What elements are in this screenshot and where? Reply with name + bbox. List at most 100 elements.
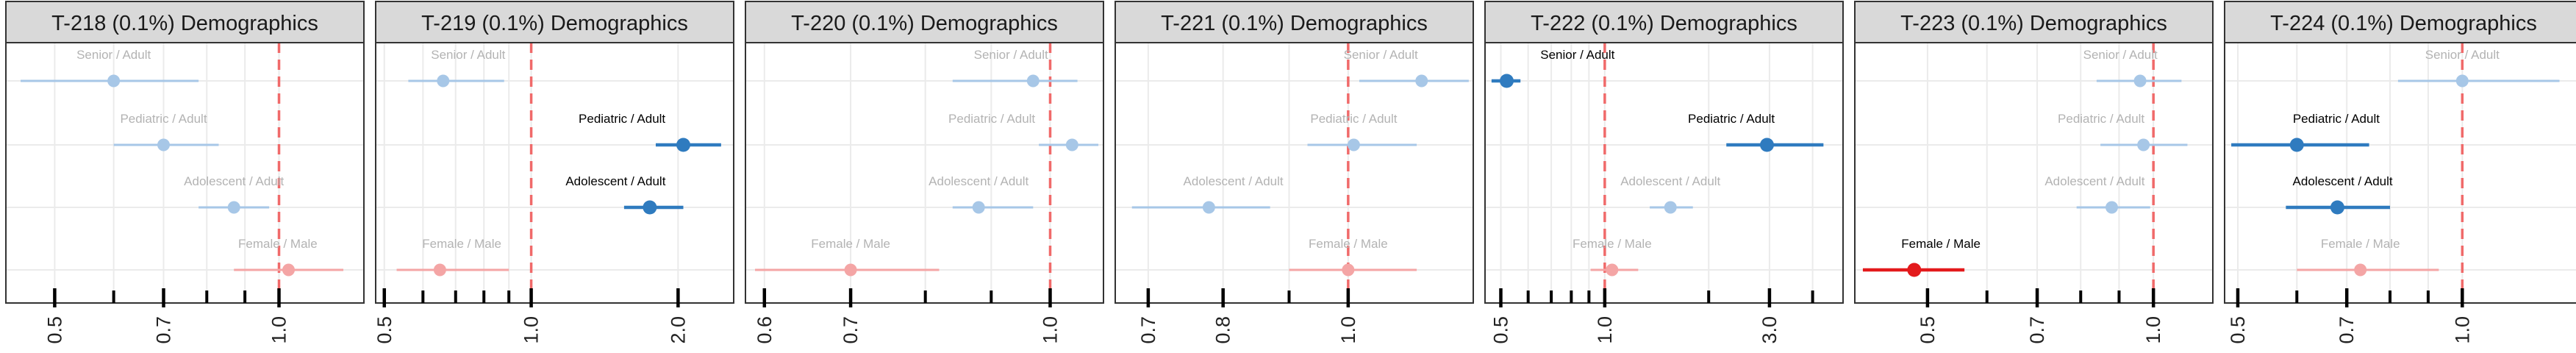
panel-strip xyxy=(2224,1,2576,43)
row-label: Female / Male xyxy=(1901,237,1981,251)
row-label: Senior / Adult xyxy=(1344,48,1418,62)
panel-border xyxy=(1115,42,1474,304)
panel-strip xyxy=(375,1,734,43)
facet-panel-1: T-218 (0.1%) Demographics Senior / Adult P… xyxy=(5,1,365,344)
tick-label: 0.5 xyxy=(2227,316,2249,344)
row-label: Female / Male xyxy=(238,237,318,251)
estimate-point xyxy=(1347,138,1360,151)
panel-title: T-218 (0.1%) Demographics xyxy=(51,12,318,35)
panel-strip xyxy=(5,1,365,43)
panel-background xyxy=(2225,43,2576,303)
row-label: Senior / Adult xyxy=(2083,48,2158,62)
estimate-point xyxy=(2133,74,2147,88)
row-label: Pediatric / Adult xyxy=(579,112,665,126)
estimate-point xyxy=(2330,200,2344,215)
panel-background xyxy=(1115,43,1473,303)
panel-border xyxy=(2224,42,2576,304)
panel-strip xyxy=(1854,1,2214,43)
panel-background xyxy=(6,43,364,303)
row-label: Female / Male xyxy=(1573,237,1652,251)
row-label: Adolescent / Adult xyxy=(1620,174,1720,188)
tick-label: 0.5 xyxy=(43,316,65,344)
estimate-point xyxy=(2289,138,2304,152)
tick-label: 0.5 xyxy=(373,316,396,344)
panel-title: T-220 (0.1%) Demographics xyxy=(791,12,1058,35)
estimate-point xyxy=(1342,263,1355,277)
row-label: Adolescent / Adult xyxy=(1184,174,1284,188)
row-label: Pediatric / Adult xyxy=(120,112,207,126)
row-label: Pediatric / Adult xyxy=(1310,112,1397,126)
facet-panel-2: T-219 (0.1%) Demographics Senior / Adult P… xyxy=(373,1,734,344)
row-label: Adolescent / Adult xyxy=(565,174,665,188)
panel-title: T-219 (0.1%) Demographics xyxy=(421,12,688,35)
tick-label: 2.0 xyxy=(667,316,689,344)
row-label: Senior / Adult xyxy=(431,48,505,62)
tick-label: 0.7 xyxy=(2336,316,2358,344)
estimate-point xyxy=(1606,263,1619,277)
row-label: Female / Male xyxy=(422,237,501,251)
tick-label: 1.0 xyxy=(520,316,543,344)
estimate-point xyxy=(1202,201,1215,214)
estimate-point xyxy=(1664,201,1677,214)
estimate-point xyxy=(107,74,121,88)
panel-border xyxy=(5,42,365,304)
estimate-point xyxy=(844,263,857,277)
panel-background xyxy=(376,43,734,303)
tick-label: 0.8 xyxy=(1212,316,1234,344)
row-label: Senior / Adult xyxy=(76,48,151,62)
estimate-point xyxy=(2105,201,2119,214)
tick-label: 0.7 xyxy=(1137,316,1159,344)
tick-label: 1.0 xyxy=(268,316,290,344)
row-label: Female / Male xyxy=(2321,237,2400,251)
tick-label: 1.0 xyxy=(1337,316,1359,344)
estimate-point xyxy=(282,263,296,277)
tick-label: 0.6 xyxy=(754,316,776,344)
estimate-point xyxy=(2137,138,2150,151)
panel-title: T-221 (0.1%) Demographics xyxy=(1161,12,1428,35)
estimate-point xyxy=(643,200,657,215)
panel-background xyxy=(1485,43,1843,303)
facet-panel-5: T-222 (0.1%) Demographics Senior / Adult P… xyxy=(1484,1,1844,344)
estimate-point xyxy=(1065,138,1078,151)
estimate-point xyxy=(1907,263,1922,277)
estimate-point xyxy=(227,201,240,214)
estimate-point xyxy=(157,138,171,151)
panel-strip xyxy=(1115,1,1474,43)
estimate-point xyxy=(433,263,446,277)
estimate-point xyxy=(1760,138,1775,152)
facet-panel-4: T-221 (0.1%) Demographics Senior / Adult P… xyxy=(1115,1,1474,344)
estimate-point xyxy=(437,74,450,88)
panel-border xyxy=(375,42,734,304)
row-label: Pediatric / Adult xyxy=(948,112,1035,126)
tick-label: 0.7 xyxy=(840,316,862,344)
tick-label: 3.0 xyxy=(1759,316,1781,344)
panel-title: T-223 (0.1%) Demographics xyxy=(1900,12,2167,35)
row-label: Pediatric / Adult xyxy=(2293,112,2380,126)
row-label: Adolescent / Adult xyxy=(929,174,1028,188)
row-label: Adolescent / Adult xyxy=(2044,174,2144,188)
estimate-point xyxy=(676,138,690,152)
tick-label: 1.0 xyxy=(2142,316,2164,344)
tick-label: 1.0 xyxy=(1594,316,1616,344)
tick-label: 0.7 xyxy=(153,316,175,344)
estimate-point xyxy=(1499,74,1514,88)
row-label: Adolescent / Adult xyxy=(184,174,284,188)
estimate-point xyxy=(2455,74,2469,88)
row-label: Pediatric / Adult xyxy=(1688,112,1775,126)
panel-background xyxy=(745,43,1103,303)
row-label: Pediatric / Adult xyxy=(2058,112,2144,126)
row-label: Senior / Adult xyxy=(974,48,1048,62)
panel-border xyxy=(1854,42,2214,304)
row-label: Female / Male xyxy=(1309,237,1388,251)
facet-panel-6: T-223 (0.1%) Demographics Senior / Adult P… xyxy=(1854,1,2214,344)
panel-border xyxy=(1484,42,1844,304)
estimate-point xyxy=(2354,263,2367,277)
tick-label: 0.5 xyxy=(1489,316,1511,344)
facet-panel-3: T-220 (0.1%) Demographics Senior / Adult P… xyxy=(745,1,1104,344)
row-label: Adolescent / Adult xyxy=(2293,174,2393,188)
panel-title: T-222 (0.1%) Demographics xyxy=(1531,12,1797,35)
estimate-point xyxy=(1026,74,1040,88)
row-label: Senior / Adult xyxy=(1540,48,1614,62)
